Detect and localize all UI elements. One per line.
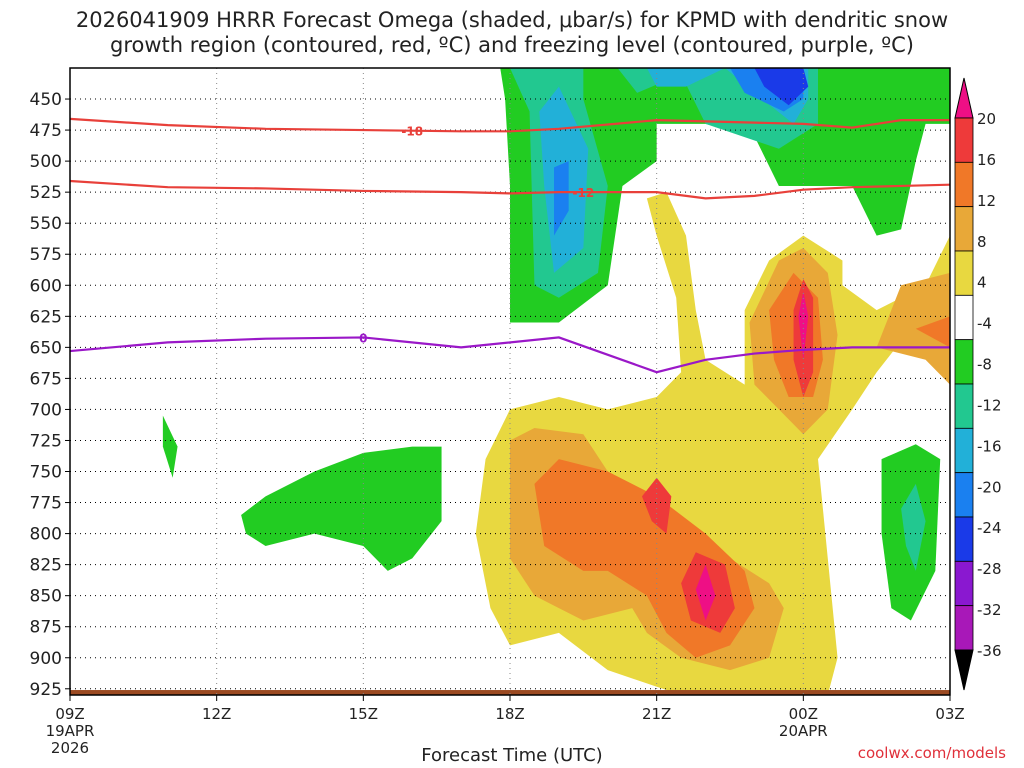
colorbar-label: -32 [977, 601, 1002, 619]
colorbar-swatch [954, 427, 974, 474]
x-tick-label: 00Z [789, 705, 818, 723]
colorbar-swatch [954, 250, 974, 296]
colorbar-label: -36 [977, 642, 1002, 660]
colorbar-label: -20 [977, 478, 1002, 496]
omega-region-plus16 [642, 477, 672, 534]
colorbar-label: -24 [977, 519, 1002, 537]
contour-line-1 [69, 179, 951, 200]
contour-label-2: 0 [359, 331, 367, 345]
colorbar-swatch [954, 206, 974, 252]
colorbar-label: 8 [977, 233, 987, 251]
colorbar-label: -12 [977, 396, 1002, 414]
omega-region-minus20 [754, 68, 809, 106]
y-tick-label: 475 [30, 121, 62, 141]
y-tick-label: 800 [30, 525, 62, 545]
colorbar-top-arrow [954, 77, 974, 119]
y-tick-label: 675 [30, 369, 62, 389]
contour-label-0: -18 [401, 125, 423, 139]
omega-region-plus20b [798, 291, 809, 360]
y-tick-label: 900 [30, 649, 62, 669]
x-tick-date: 19APR [46, 722, 95, 740]
colorbar-label: 12 [977, 192, 996, 210]
colorbar-label: -8 [977, 356, 992, 374]
omega-region-plus12c [915, 316, 950, 348]
x-tick-label: 21Z [642, 705, 671, 723]
colorbar-label: 20 [977, 110, 996, 128]
colorbar-swatch [954, 472, 974, 518]
colorbar-label: 4 [977, 274, 987, 292]
y-tick-label: 550 [30, 214, 62, 234]
y-tick-label: 825 [30, 556, 62, 576]
y-tick-label: 750 [30, 463, 62, 483]
omega-region-plus20 [695, 564, 716, 621]
terrain-strip [70, 690, 950, 695]
contour-label-1: -12 [572, 186, 594, 200]
omega-region-minus4 [500, 68, 950, 323]
y-tick-label: 700 [30, 400, 62, 420]
x-tick-date: 20APR [779, 722, 828, 740]
colorbar-label: -4 [977, 315, 992, 333]
y-tick-label: 725 [30, 431, 62, 451]
y-tick-label: 450 [30, 90, 62, 110]
y-tick-label: 575 [30, 245, 62, 265]
shading-layer [162, 68, 950, 695]
title-line-2: growth region (contoured, red, ºC) and f… [110, 33, 914, 57]
y-tick-label: 625 [30, 307, 62, 327]
chart-title: 2026041909 HRRR Forecast Omega (shaded, … [0, 8, 1024, 58]
colorbar-swatch [954, 117, 974, 163]
omega-region-minus16 [554, 161, 569, 236]
y-tick-label: 600 [30, 276, 62, 296]
x-tick-label: 03Z [935, 705, 964, 723]
y-tick-label: 500 [30, 152, 62, 172]
colorbar-bottom-arrow [954, 649, 974, 691]
y-tick-label: 650 [30, 338, 62, 358]
y-tick-label: 775 [30, 494, 62, 514]
colorbar-label: 16 [977, 151, 996, 169]
watermark: coolwx.com/models [857, 744, 1006, 762]
y-tick-label: 525 [30, 183, 62, 203]
omega-region-plus8c [876, 272, 950, 385]
x-tick-label: 12Z [202, 705, 231, 723]
x-tick-label: 18Z [495, 705, 524, 723]
colorbar-swatch [954, 339, 974, 385]
y-tick-label: 850 [30, 587, 62, 607]
x-tick-label: 09Z [55, 705, 84, 723]
colorbar-swatch [954, 560, 974, 607]
x-tick-year: 2026 [51, 739, 89, 757]
x-axis-label: Forecast Time (UTC) [421, 745, 603, 766]
omega-region-lowB [241, 446, 442, 571]
colorbar-label: -28 [977, 560, 1002, 578]
colorbar-swatch [954, 294, 974, 341]
y-tick-label: 875 [30, 618, 62, 638]
y-tick-label: 925 [30, 680, 62, 700]
colorbar-swatch [954, 516, 974, 562]
omega-region-lowA [162, 415, 178, 478]
contour-line-2 [69, 336, 950, 374]
title-line-1: 2026041909 HRRR Forecast Omega (shaded, … [75, 8, 949, 32]
contour-line-0 [69, 117, 950, 133]
x-tick-label: 15Z [349, 705, 378, 723]
colorbar-swatch [954, 605, 974, 651]
colorbar-swatch [954, 383, 974, 429]
omega-region-lowD [901, 483, 926, 571]
colorbar-label: -16 [977, 437, 1002, 455]
colorbar-swatch [954, 161, 974, 208]
